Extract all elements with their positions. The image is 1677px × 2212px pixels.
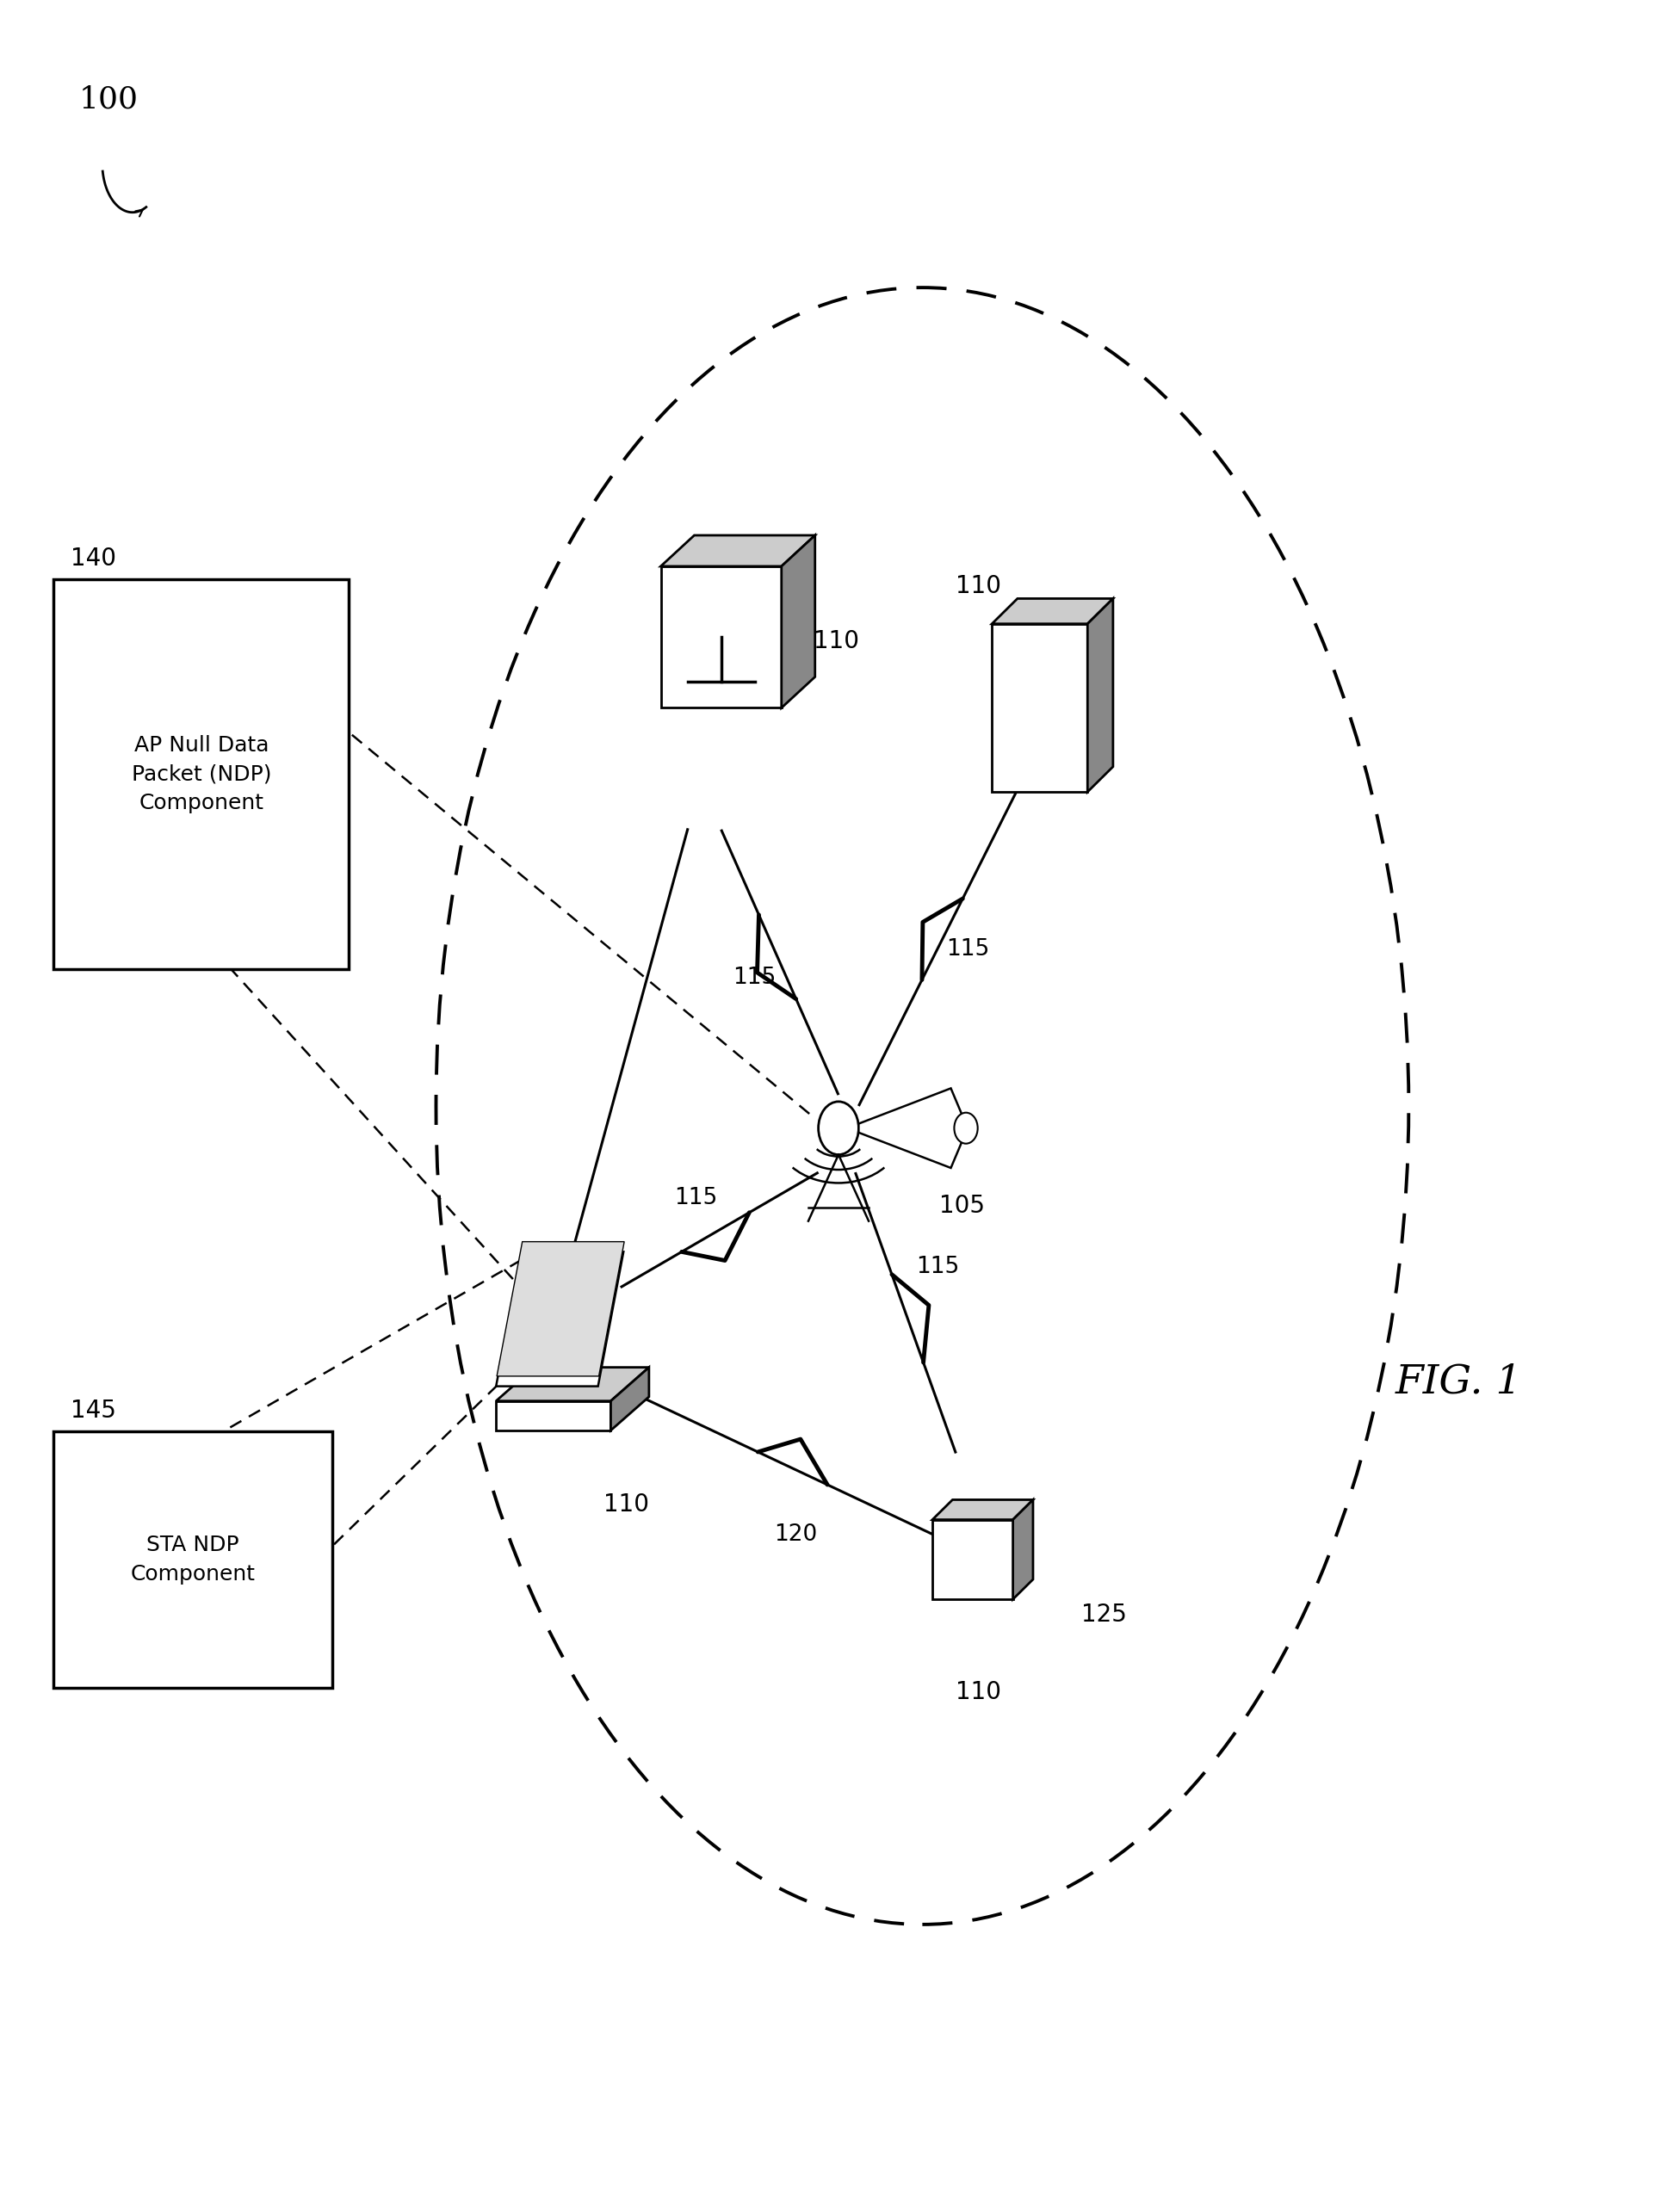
Text: 110: 110: [604, 1493, 649, 1515]
Text: 125: 125: [1082, 1604, 1127, 1626]
Text: 145: 145: [70, 1398, 116, 1422]
Polygon shape: [496, 1241, 624, 1376]
Polygon shape: [610, 1367, 649, 1431]
Polygon shape: [932, 1500, 1033, 1520]
Text: STA NDP
Component: STA NDP Component: [131, 1535, 255, 1584]
Polygon shape: [496, 1367, 649, 1400]
Polygon shape: [661, 535, 815, 566]
Text: 110: 110: [956, 1681, 1001, 1703]
Text: 140: 140: [70, 546, 116, 571]
Text: 115: 115: [674, 1188, 718, 1210]
Text: AP Null Data
Packet (NDP)
Component: AP Null Data Packet (NDP) Component: [131, 734, 272, 814]
Polygon shape: [932, 1520, 1013, 1599]
Polygon shape: [1088, 599, 1114, 792]
Polygon shape: [859, 1088, 968, 1168]
Circle shape: [954, 1113, 978, 1144]
Text: 100: 100: [79, 84, 139, 115]
Polygon shape: [781, 535, 815, 708]
Polygon shape: [661, 566, 781, 708]
Polygon shape: [993, 624, 1088, 792]
Text: 115: 115: [733, 967, 776, 989]
Text: 115: 115: [916, 1256, 959, 1279]
Text: 110: 110: [956, 575, 1001, 597]
Polygon shape: [496, 1400, 610, 1431]
Polygon shape: [1013, 1500, 1033, 1599]
Text: 115: 115: [946, 938, 989, 960]
Polygon shape: [496, 1252, 624, 1387]
FancyBboxPatch shape: [54, 580, 349, 969]
FancyBboxPatch shape: [54, 1431, 332, 1688]
Text: 105: 105: [939, 1194, 984, 1217]
Text: FIG. 1: FIG. 1: [1395, 1363, 1523, 1402]
Circle shape: [818, 1102, 859, 1155]
Text: 120: 120: [775, 1524, 818, 1546]
Text: 110: 110: [813, 630, 859, 653]
Polygon shape: [993, 599, 1114, 624]
